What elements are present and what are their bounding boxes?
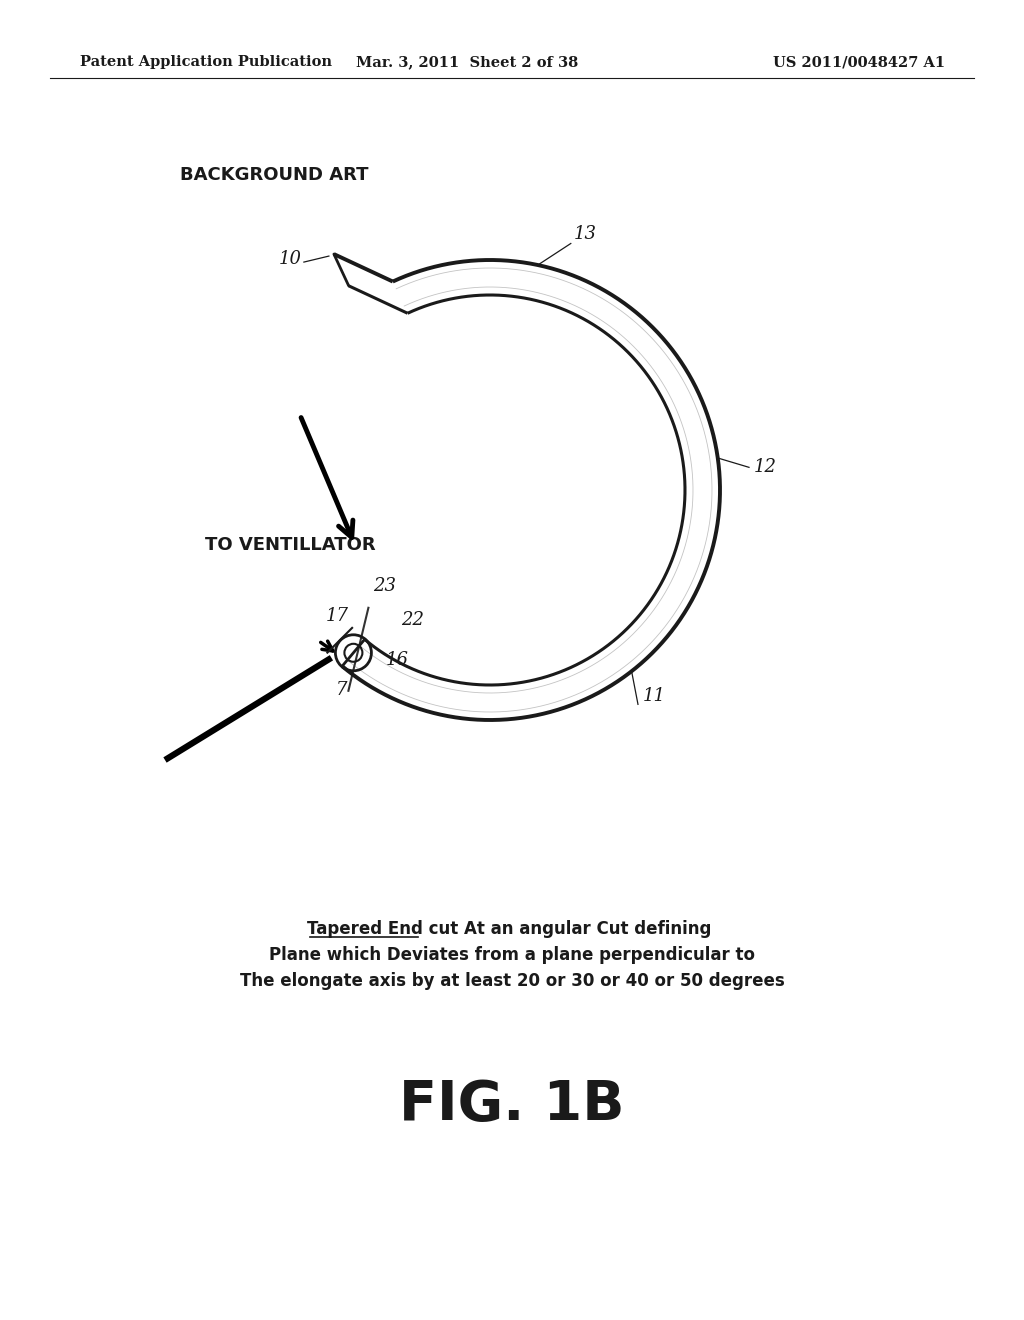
Text: BACKGROUND ART: BACKGROUND ART bbox=[180, 166, 369, 183]
Text: 12: 12 bbox=[754, 458, 777, 477]
Text: TO VENTILLATOR: TO VENTILLATOR bbox=[205, 536, 376, 554]
Text: 17: 17 bbox=[326, 607, 348, 624]
Text: Plane which Deviates from a plane perpendicular to: Plane which Deviates from a plane perpen… bbox=[269, 946, 755, 964]
Text: 11: 11 bbox=[643, 688, 666, 705]
Text: 22: 22 bbox=[401, 611, 424, 628]
Text: Tapered End cut At an angular Cut defining: Tapered End cut At an angular Cut defini… bbox=[307, 920, 712, 939]
Text: 23: 23 bbox=[374, 577, 396, 595]
Text: Patent Application Publication: Patent Application Publication bbox=[80, 55, 332, 69]
Text: 16: 16 bbox=[385, 651, 409, 669]
Text: US 2011/0048427 A1: US 2011/0048427 A1 bbox=[773, 55, 945, 69]
Text: Mar. 3, 2011  Sheet 2 of 38: Mar. 3, 2011 Sheet 2 of 38 bbox=[356, 55, 579, 69]
Text: 7: 7 bbox=[336, 681, 347, 698]
Text: 13: 13 bbox=[573, 226, 597, 243]
Text: 10: 10 bbox=[279, 249, 302, 268]
Text: The elongate axis by at least 20 or 30 or 40 or 50 degrees: The elongate axis by at least 20 or 30 o… bbox=[240, 972, 784, 990]
Text: FIG. 1B: FIG. 1B bbox=[399, 1078, 625, 1133]
